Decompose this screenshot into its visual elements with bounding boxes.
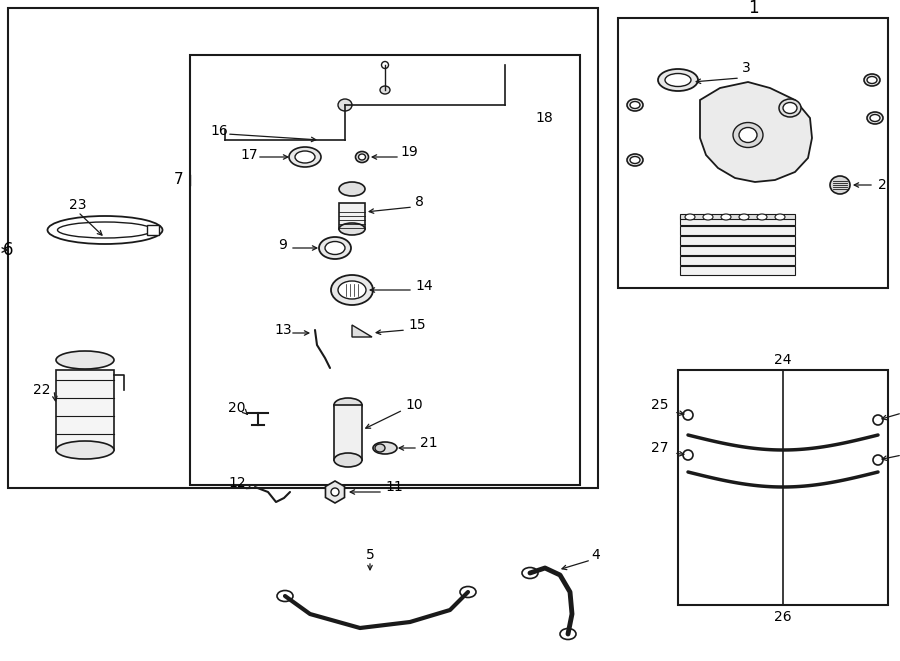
Text: 1: 1: [748, 0, 759, 17]
Text: 6: 6: [3, 241, 14, 259]
Ellipse shape: [685, 214, 695, 220]
Text: 21: 21: [420, 436, 437, 450]
Ellipse shape: [630, 157, 640, 163]
Bar: [56, 370, 114, 450]
Ellipse shape: [339, 223, 365, 235]
Text: 16: 16: [210, 124, 228, 138]
Ellipse shape: [658, 69, 698, 91]
Text: 13: 13: [274, 323, 292, 337]
Ellipse shape: [58, 222, 152, 238]
Text: 4: 4: [591, 548, 600, 562]
Polygon shape: [326, 481, 345, 503]
Text: 2: 2: [878, 178, 886, 192]
Ellipse shape: [683, 450, 693, 460]
Bar: [8, 8, 598, 488]
Bar: [680, 256, 795, 265]
Ellipse shape: [703, 214, 713, 220]
Ellipse shape: [775, 214, 785, 220]
Ellipse shape: [295, 151, 315, 163]
Bar: [334, 405, 362, 460]
Ellipse shape: [339, 182, 365, 196]
Ellipse shape: [630, 102, 640, 108]
Bar: [678, 370, 888, 605]
Text: 24: 24: [774, 353, 792, 367]
Ellipse shape: [683, 410, 693, 420]
Ellipse shape: [338, 99, 352, 111]
Ellipse shape: [358, 154, 365, 160]
Text: 17: 17: [240, 148, 257, 162]
Ellipse shape: [783, 102, 797, 114]
Text: 14: 14: [415, 279, 433, 293]
Ellipse shape: [830, 176, 850, 194]
Bar: [680, 214, 795, 219]
Ellipse shape: [757, 214, 767, 220]
Text: 22: 22: [33, 383, 50, 397]
Text: 11: 11: [385, 480, 403, 494]
Text: 9: 9: [278, 238, 287, 252]
Ellipse shape: [522, 568, 538, 578]
Text: 23: 23: [69, 198, 86, 212]
Text: 27: 27: [651, 441, 668, 455]
Text: 3: 3: [742, 61, 751, 75]
Ellipse shape: [334, 398, 362, 412]
Ellipse shape: [331, 275, 373, 305]
Text: 19: 19: [400, 145, 418, 159]
Text: 25: 25: [651, 398, 668, 412]
Ellipse shape: [334, 453, 362, 467]
Bar: [680, 236, 795, 245]
Ellipse shape: [325, 241, 345, 254]
Ellipse shape: [627, 99, 643, 111]
Ellipse shape: [277, 590, 293, 602]
Text: 10: 10: [405, 398, 423, 412]
Ellipse shape: [289, 147, 321, 167]
Ellipse shape: [779, 99, 801, 117]
Bar: [680, 216, 795, 225]
Polygon shape: [700, 82, 812, 182]
Ellipse shape: [380, 86, 390, 94]
Text: 8: 8: [415, 195, 424, 209]
Ellipse shape: [331, 488, 339, 496]
Ellipse shape: [733, 122, 763, 147]
Text: 5: 5: [365, 548, 374, 562]
Polygon shape: [352, 325, 372, 337]
Ellipse shape: [460, 586, 476, 598]
Ellipse shape: [870, 114, 880, 122]
Text: 18: 18: [535, 111, 553, 125]
Ellipse shape: [739, 214, 749, 220]
Ellipse shape: [373, 442, 397, 454]
Bar: [339, 203, 365, 229]
Ellipse shape: [873, 415, 883, 425]
Bar: [147, 225, 159, 235]
Ellipse shape: [375, 444, 385, 452]
Text: 15: 15: [408, 318, 426, 332]
Bar: [680, 226, 795, 235]
Ellipse shape: [721, 214, 731, 220]
Ellipse shape: [867, 112, 883, 124]
Ellipse shape: [56, 351, 114, 369]
Bar: [680, 266, 795, 275]
Text: 7: 7: [174, 173, 183, 188]
Ellipse shape: [319, 237, 351, 259]
Bar: [190, 55, 580, 485]
Ellipse shape: [48, 216, 163, 244]
Ellipse shape: [867, 77, 877, 83]
Ellipse shape: [739, 128, 757, 143]
Text: 12: 12: [228, 476, 246, 490]
Ellipse shape: [873, 455, 883, 465]
Text: 20: 20: [228, 401, 246, 415]
Ellipse shape: [382, 61, 389, 69]
Ellipse shape: [864, 74, 880, 86]
Ellipse shape: [338, 281, 366, 299]
Ellipse shape: [560, 629, 576, 639]
Text: 26: 26: [774, 610, 792, 624]
Ellipse shape: [56, 441, 114, 459]
Bar: [680, 246, 795, 255]
Ellipse shape: [627, 154, 643, 166]
Bar: [618, 18, 888, 288]
Ellipse shape: [665, 73, 691, 87]
Ellipse shape: [356, 151, 368, 163]
